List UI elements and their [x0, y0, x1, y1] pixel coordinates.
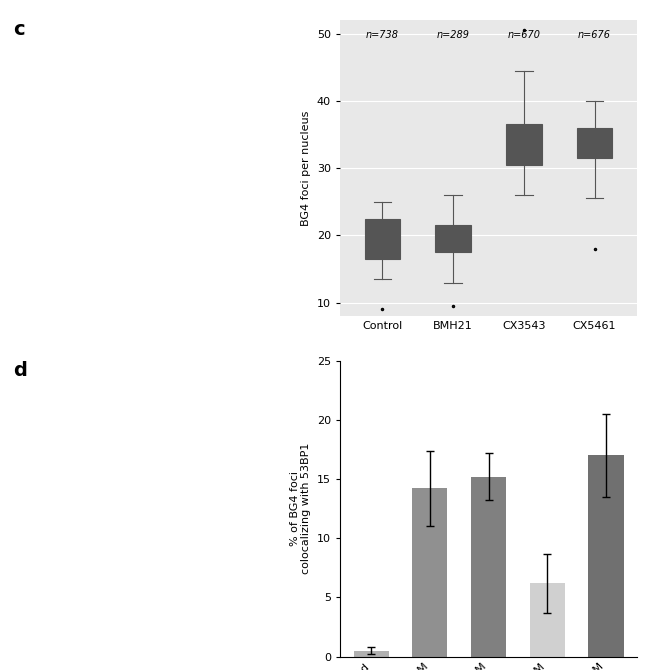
Bar: [471, 476, 506, 657]
Y-axis label: % of BG4 foci
colocalizing with 53BP1: % of BG4 foci colocalizing with 53BP1: [290, 443, 311, 574]
PathPatch shape: [436, 225, 471, 252]
Text: d: d: [13, 360, 27, 379]
Text: c: c: [13, 20, 25, 39]
Bar: [412, 488, 447, 657]
Text: n=670: n=670: [508, 30, 540, 40]
Bar: [588, 456, 623, 657]
Text: n=738: n=738: [366, 30, 399, 40]
Text: n=289: n=289: [437, 30, 470, 40]
Bar: [354, 651, 389, 657]
Text: n=676: n=676: [578, 30, 611, 40]
PathPatch shape: [365, 218, 400, 259]
PathPatch shape: [577, 128, 612, 158]
Bar: [530, 583, 565, 657]
PathPatch shape: [506, 125, 541, 165]
Y-axis label: BG4 foci per nucleus: BG4 foci per nucleus: [302, 111, 311, 226]
